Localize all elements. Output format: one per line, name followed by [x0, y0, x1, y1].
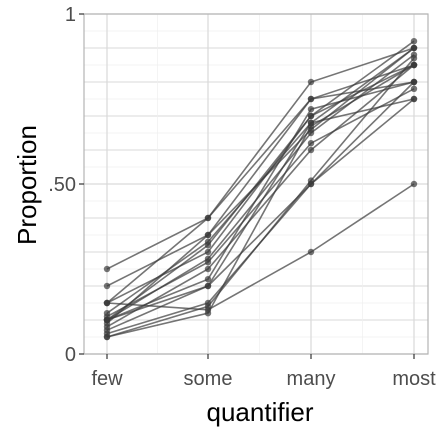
series-line: [106, 47, 415, 325]
series-12: [103, 55, 418, 341]
series-8: [103, 61, 418, 330]
data-point: [410, 78, 418, 86]
data-point: [103, 299, 111, 307]
series-line: [106, 98, 415, 331]
series-13: [103, 61, 418, 341]
data-point: [103, 316, 111, 324]
data-point: [410, 44, 418, 52]
y-tick-label: .50: [48, 174, 76, 196]
data-point: [204, 242, 212, 249]
data-point: [410, 55, 418, 62]
series-17: [103, 180, 418, 313]
data-point: [307, 248, 315, 256]
series-line: [106, 88, 415, 318]
series-line: [106, 183, 415, 311]
series-10: [103, 95, 418, 334]
series-16: [103, 95, 418, 324]
y-tick-label: 1: [65, 4, 76, 26]
series-2: [103, 61, 418, 290]
data-point: [307, 180, 315, 188]
data-point: [204, 214, 212, 222]
series-layer: [103, 38, 418, 341]
data-point: [204, 248, 212, 256]
y-axis-title: Proportion: [12, 125, 42, 245]
data-point: [410, 180, 418, 188]
x-tick-label: few: [91, 368, 123, 390]
data-point: [307, 146, 315, 154]
x-tick-label: many: [287, 368, 336, 390]
y-tick-label: 0: [65, 344, 76, 366]
series-line: [106, 64, 415, 328]
series-14: [103, 44, 418, 327]
series-line: [106, 64, 415, 338]
data-point: [204, 306, 212, 313]
data-point: [204, 282, 212, 290]
data-point: [307, 78, 315, 86]
data-point: [307, 140, 315, 147]
data-point: [410, 38, 418, 45]
data-point: [410, 95, 418, 103]
x-tick-label: most: [392, 368, 436, 390]
data-point: [103, 333, 111, 341]
data-point: [410, 85, 418, 93]
series-line: [106, 64, 415, 287]
axes: 0 .50 1 few some many most: [48, 4, 436, 390]
data-point: [307, 112, 315, 120]
data-point: [204, 231, 212, 239]
data-point: [204, 265, 212, 273]
data-point: [204, 259, 212, 266]
data-point: [307, 126, 315, 133]
series-line: [106, 57, 415, 338]
x-tick-label: some: [184, 368, 233, 390]
series-line: [106, 47, 415, 270]
data-point: [103, 265, 111, 273]
data-point: [204, 276, 212, 283]
data-point: [103, 282, 111, 290]
series-line: [106, 98, 415, 321]
x-axis-title: quantifier: [207, 397, 314, 427]
series-line: [106, 64, 415, 321]
data-point: [307, 106, 315, 113]
data-point: [307, 95, 315, 103]
data-point: [410, 61, 418, 69]
